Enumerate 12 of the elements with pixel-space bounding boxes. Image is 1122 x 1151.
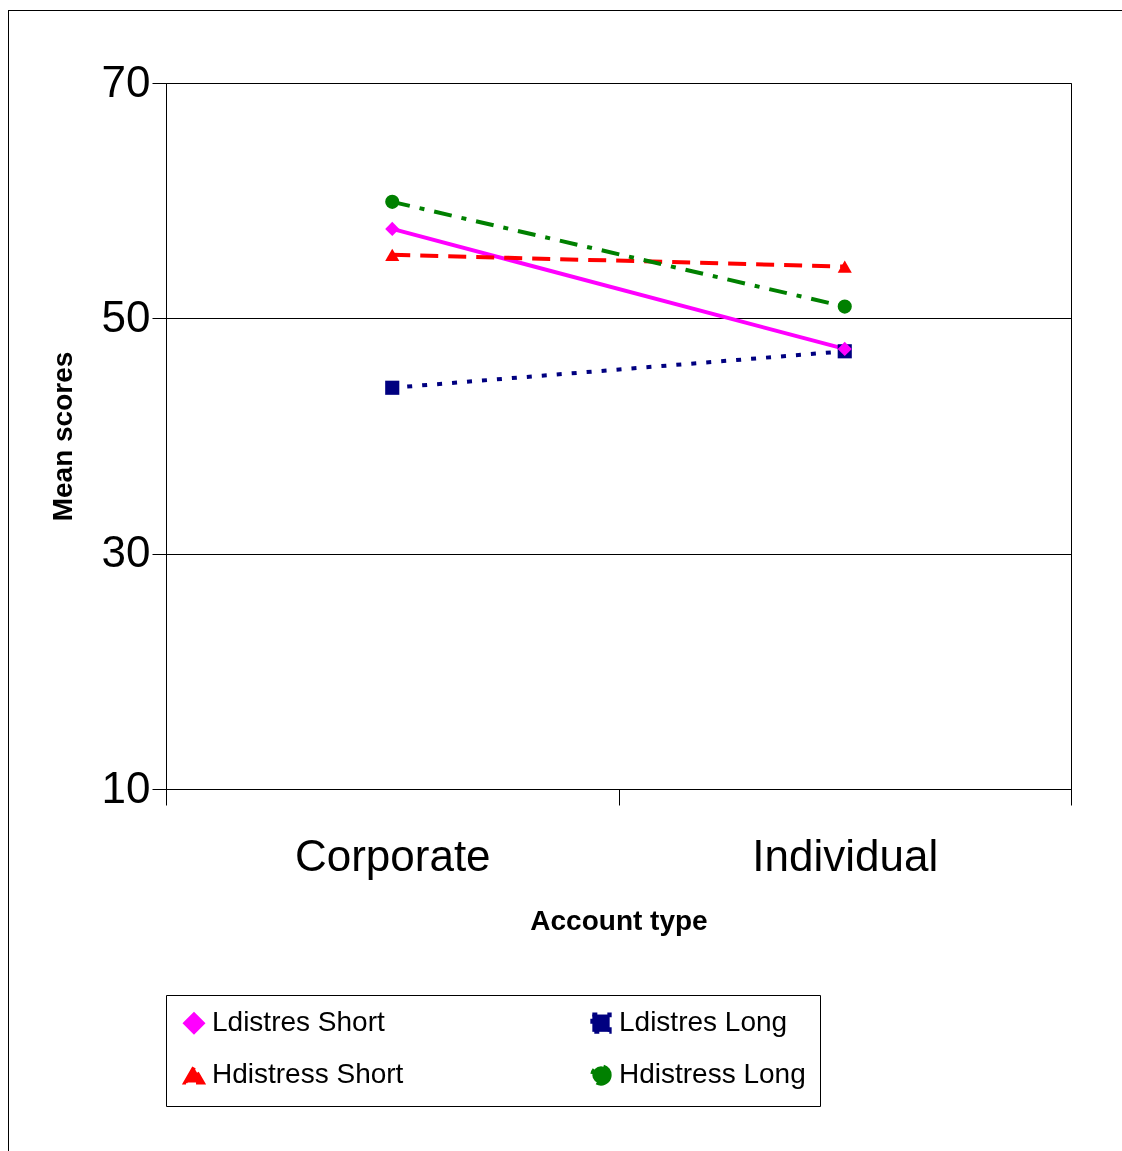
x-tick-label: Individual <box>752 830 939 880</box>
x-tick-label: Corporate <box>294 830 491 880</box>
y-tick-label: 10 <box>101 762 151 812</box>
y-tick-label: 70 <box>101 56 151 106</box>
y-tick-label: 50 <box>101 291 151 341</box>
legend-label: Ldistres Long <box>619 1006 788 1038</box>
legend-label: Hdistress Short <box>212 1058 404 1089</box>
legend-label: Ldistres Short <box>212 1006 385 1038</box>
legend-label: Hdistress Long <box>619 1058 806 1089</box>
x-axis-title: Account type <box>530 904 708 936</box>
y-tick-label: 30 <box>101 527 151 577</box>
y-axis-title: Mean scores <box>46 351 78 522</box>
